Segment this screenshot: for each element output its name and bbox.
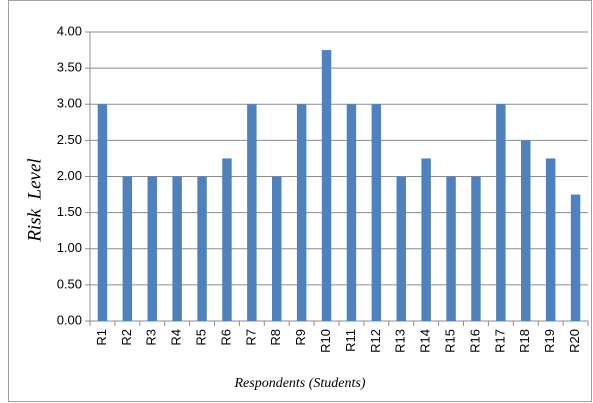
bar: [446, 176, 456, 321]
x-tick-label: R15: [442, 329, 457, 353]
x-tick-label: R7: [243, 329, 258, 346]
x-tick-label: R6: [218, 329, 233, 346]
bar: [321, 50, 332, 321]
y-tick-label: 0.00: [57, 312, 82, 327]
bar: [172, 176, 182, 321]
y-tick-label: 1.50: [57, 204, 82, 219]
bar: [545, 158, 556, 321]
bar: [396, 176, 406, 321]
y-tick-label: 2.50: [57, 132, 82, 147]
bar: [496, 104, 506, 321]
x-tick-label: R17: [492, 329, 507, 353]
x-tick-label: R10: [318, 329, 333, 353]
bar: [570, 194, 581, 321]
bar: [197, 176, 207, 321]
x-tick-label: R11: [343, 329, 358, 352]
y-axis-label: Risk Level: [24, 158, 45, 242]
bar: [471, 176, 481, 321]
bar: [122, 176, 133, 321]
x-tick-label: R19: [542, 329, 557, 353]
y-tick-label: 1.00: [57, 240, 82, 255]
y-tick-label: 3.50: [57, 60, 82, 75]
y-tick-label: 2.00: [57, 168, 82, 183]
y-tick-label: 3.00: [57, 96, 82, 111]
x-tick-label: R13: [393, 329, 408, 353]
bar: [247, 104, 257, 321]
x-tick-label: R3: [144, 329, 159, 346]
bar: [222, 158, 232, 321]
bar: [147, 176, 157, 321]
x-tick-label: R5: [193, 329, 208, 346]
x-tick-label: R14: [418, 329, 433, 353]
bar: [371, 104, 382, 321]
x-tick-label: R1: [94, 329, 109, 346]
x-tick-label: R9: [293, 329, 308, 346]
x-tick-label: R18: [517, 329, 532, 353]
x-tick-label: R20: [567, 329, 582, 353]
bar: [272, 176, 282, 321]
x-tick-label: R16: [467, 329, 482, 353]
bar: [97, 104, 108, 321]
x-tick-label: R8: [268, 329, 283, 346]
bar: [346, 104, 357, 321]
y-tick-label: 4.00: [57, 23, 82, 38]
bar: [521, 140, 531, 321]
x-axis-label: Respondents (Students): [233, 376, 365, 391]
x-tick-label: R12: [368, 329, 383, 353]
chart-frame: [8, 0, 592, 402]
x-tick-label: R4: [169, 329, 184, 346]
x-tick-label: R2: [119, 329, 134, 346]
bar: [421, 158, 431, 321]
y-tick-label: 0.50: [57, 276, 82, 291]
bar: [296, 104, 307, 321]
